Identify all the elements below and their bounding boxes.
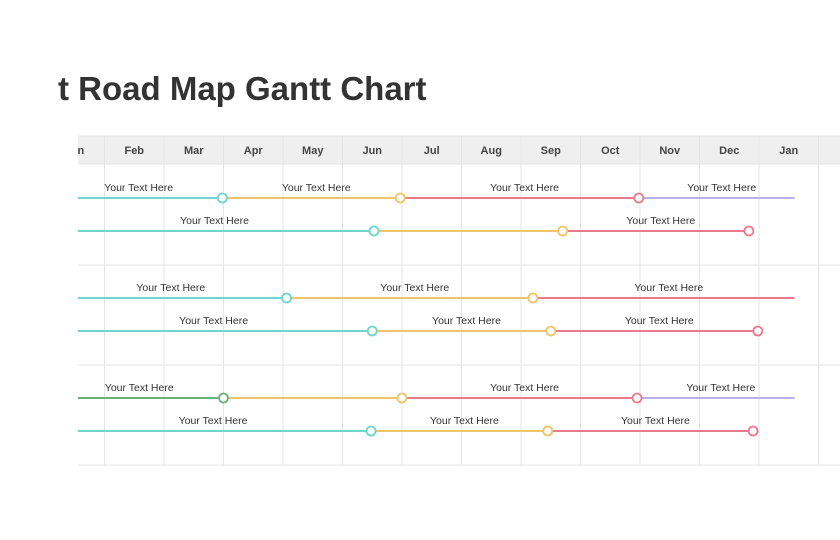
segment-label: Your Text Here (105, 382, 174, 394)
segment-label: Your Text Here (686, 382, 755, 394)
milestone-marker (394, 192, 406, 204)
segment-label: Your Text Here (104, 182, 173, 194)
month-label: Jan (779, 145, 798, 157)
header-background (78, 136, 840, 164)
segment-label: Your Text Here (179, 415, 248, 427)
segment-label: Your Text Here (687, 182, 756, 194)
month-label: Jan (65, 145, 84, 157)
month-label: Mar (184, 145, 204, 157)
segment-label: Your Text Here (621, 415, 690, 427)
milestone-marker (747, 425, 759, 437)
segment-label: Your Text Here (282, 182, 351, 194)
milestone-marker (216, 192, 228, 204)
milestone-marker (542, 425, 554, 437)
segment-label: Your Text Here (634, 282, 703, 294)
milestone-marker (527, 292, 539, 304)
milestone-marker (365, 425, 377, 437)
milestone-marker (281, 292, 292, 304)
title-prefix: t (58, 70, 69, 107)
chart-area: Jan Feb Mar Apr May Jun Jul Aug Sep Oct Nov Dec Jan Y… (65, 135, 840, 466)
month-label: May (302, 145, 324, 157)
segment-label: Your Text Here (179, 315, 248, 327)
milestone-marker (366, 325, 378, 337)
title-text: Road Map Gantt Chart (78, 70, 427, 107)
month-label: Aug (481, 145, 502, 157)
segment-label: Your Text Here (380, 282, 449, 294)
month-label: Sep (541, 145, 561, 157)
month-label: Apr (244, 145, 264, 157)
milestone-marker (368, 225, 380, 237)
month-label: Nov (659, 145, 681, 157)
milestone-marker (633, 192, 645, 204)
segment-label: Your Text Here (490, 382, 559, 394)
milestone-marker (631, 392, 643, 404)
segment-label: Your Text Here (625, 315, 694, 327)
segment-label: Your Text Here (490, 182, 559, 194)
segment-label: Your Text Here (136, 282, 205, 294)
page-title: t Road Map Gantt Chart (58, 70, 427, 108)
milestone-marker (218, 392, 229, 404)
milestone-marker (545, 325, 557, 337)
segment-label: Your Text Here (626, 215, 695, 227)
milestone-marker (396, 392, 408, 404)
month-label: Feb (124, 145, 144, 157)
milestone-marker (752, 325, 764, 337)
segment-label: Your Text Here (432, 315, 501, 327)
segment-label: Your Text Here (430, 415, 499, 427)
month-label: Dec (719, 145, 739, 157)
month-label: Jun (362, 145, 382, 157)
segment-label: Your Text Here (180, 215, 249, 227)
milestone-marker (557, 225, 569, 237)
month-label: Jul (424, 145, 440, 157)
month-label: Oct (601, 145, 620, 157)
milestone-marker (743, 225, 755, 237)
